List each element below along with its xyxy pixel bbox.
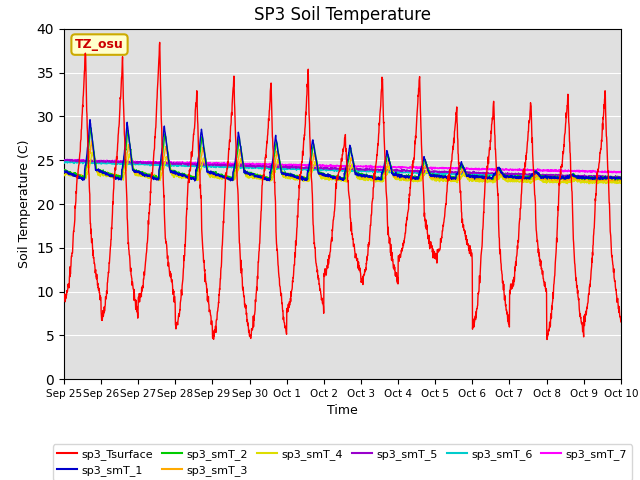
- sp3_smT_5: [568, 173, 575, 179]
- sp3_smT_2: [617, 174, 625, 180]
- Line: sp3_smT_3: sp3_smT_3: [64, 141, 621, 181]
- sp3_smT_1: [60, 169, 68, 175]
- sp3_smT_5: [371, 166, 379, 172]
- sp3_smT_1: [216, 174, 223, 180]
- sp3_Tsurface: [60, 293, 68, 299]
- sp3_Tsurface: [617, 319, 625, 324]
- sp3_smT_1: [617, 175, 625, 181]
- sp3_smT_2: [60, 167, 68, 173]
- sp3_smT_7: [60, 158, 68, 164]
- sp3_smT_7: [359, 163, 367, 169]
- sp3_smT_7: [504, 167, 512, 173]
- sp3_smT_4: [60, 172, 68, 178]
- sp3_smT_6: [67, 158, 75, 164]
- sp3_smT_6: [591, 177, 599, 182]
- sp3_Tsurface: [584, 301, 591, 307]
- sp3_smT_5: [617, 174, 625, 180]
- sp3_smT_7: [617, 168, 625, 174]
- sp3_smT_2: [504, 174, 512, 180]
- sp3_smT_2: [216, 172, 223, 178]
- sp3_smT_1: [568, 172, 576, 178]
- sp3_smT_3: [568, 176, 575, 181]
- sp3_smT_3: [584, 176, 591, 181]
- sp3_Tsurface: [359, 274, 367, 280]
- sp3_smT_4: [359, 177, 367, 182]
- sp3_smT_7: [612, 170, 620, 176]
- sp3_smT_4: [585, 181, 593, 187]
- Text: TZ_osu: TZ_osu: [75, 38, 124, 51]
- sp3_smT_6: [216, 164, 223, 170]
- sp3_smT_5: [63, 156, 71, 162]
- sp3_Tsurface: [543, 336, 551, 342]
- sp3_smT_3: [617, 177, 625, 182]
- sp3_smT_1: [191, 178, 198, 184]
- sp3_smT_3: [359, 174, 367, 180]
- sp3_Tsurface: [216, 286, 223, 291]
- Y-axis label: Soil Temperature (C): Soil Temperature (C): [18, 140, 31, 268]
- sp3_smT_4: [617, 180, 625, 186]
- sp3_smT_3: [88, 138, 95, 144]
- Line: sp3_smT_5: sp3_smT_5: [64, 159, 621, 178]
- sp3_smT_7: [216, 161, 223, 167]
- Line: sp3_smT_4: sp3_smT_4: [64, 152, 621, 184]
- Line: sp3_Tsurface: sp3_Tsurface: [64, 42, 621, 339]
- sp3_smT_4: [88, 149, 96, 155]
- sp3_smT_5: [584, 174, 591, 180]
- Line: sp3_smT_6: sp3_smT_6: [64, 161, 621, 180]
- sp3_smT_1: [505, 175, 513, 180]
- sp3_smT_6: [504, 173, 512, 179]
- sp3_smT_3: [586, 179, 593, 184]
- sp3_Tsurface: [156, 39, 163, 45]
- sp3_smT_5: [60, 158, 68, 164]
- sp3_smT_2: [359, 172, 367, 178]
- sp3_Tsurface: [568, 189, 576, 195]
- sp3_smT_4: [371, 178, 379, 183]
- Title: SP3 Soil Temperature: SP3 Soil Temperature: [254, 6, 431, 24]
- Legend: sp3_Tsurface, sp3_smT_1, sp3_smT_2, sp3_smT_3, sp3_smT_4, sp3_smT_5, sp3_smT_6, : sp3_Tsurface, sp3_smT_1, sp3_smT_2, sp3_…: [53, 444, 632, 480]
- sp3_smT_3: [216, 172, 223, 178]
- sp3_smT_6: [359, 168, 367, 174]
- sp3_smT_2: [371, 175, 379, 181]
- sp3_smT_5: [504, 171, 512, 177]
- sp3_smT_6: [60, 160, 68, 166]
- sp3_smT_4: [584, 180, 591, 185]
- sp3_smT_1: [371, 176, 379, 182]
- X-axis label: Time: Time: [327, 405, 358, 418]
- Line: sp3_smT_2: sp3_smT_2: [64, 128, 621, 180]
- sp3_smT_5: [359, 167, 367, 172]
- sp3_smT_7: [568, 168, 575, 174]
- sp3_smT_1: [359, 172, 367, 178]
- sp3_smT_7: [371, 164, 379, 169]
- sp3_smT_6: [371, 169, 379, 175]
- Line: sp3_smT_7: sp3_smT_7: [64, 159, 621, 173]
- sp3_Tsurface: [371, 175, 379, 180]
- sp3_Tsurface: [504, 320, 512, 326]
- sp3_smT_5: [216, 163, 223, 168]
- sp3_smT_2: [584, 175, 591, 180]
- sp3_smT_3: [504, 175, 512, 181]
- sp3_smT_6: [617, 176, 625, 181]
- sp3_smT_2: [611, 177, 619, 183]
- sp3_smT_2: [568, 173, 575, 179]
- sp3_smT_2: [87, 125, 95, 131]
- Line: sp3_smT_1: sp3_smT_1: [64, 120, 621, 181]
- sp3_smT_7: [84, 156, 92, 162]
- sp3_smT_7: [584, 169, 591, 175]
- sp3_smT_6: [584, 175, 591, 180]
- sp3_smT_1: [86, 117, 94, 122]
- sp3_smT_3: [371, 175, 379, 180]
- sp3_smT_1: [584, 176, 591, 181]
- sp3_smT_5: [614, 175, 621, 181]
- sp3_smT_6: [568, 174, 575, 180]
- sp3_smT_3: [60, 169, 68, 175]
- sp3_smT_4: [504, 177, 512, 182]
- sp3_smT_4: [216, 176, 223, 182]
- sp3_smT_4: [568, 179, 575, 184]
